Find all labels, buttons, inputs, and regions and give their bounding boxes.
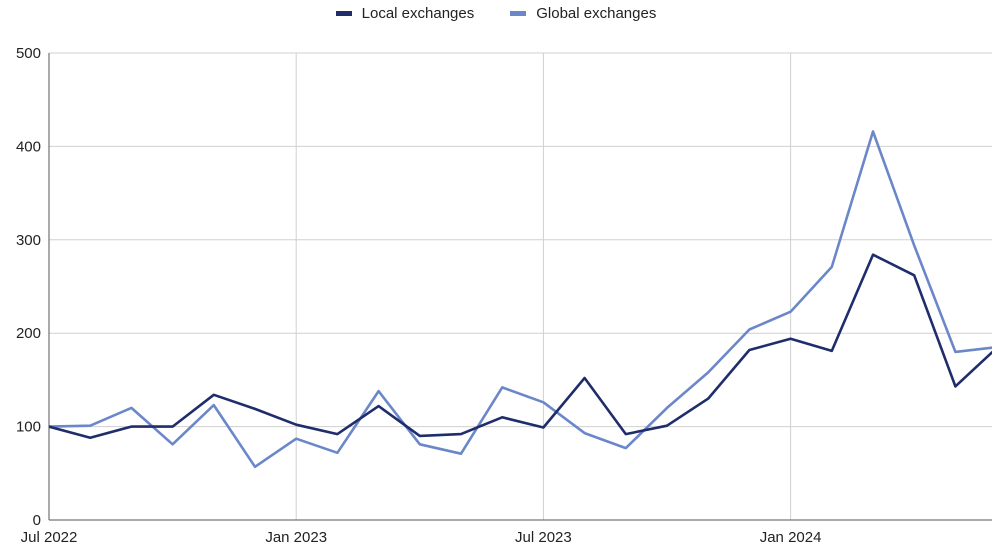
x-tick-label: Jan 2023 <box>265 529 327 546</box>
legend-swatch-global <box>510 11 527 16</box>
series-line-local-exchanges <box>49 253 992 440</box>
legend-item-local: Local exchanges <box>335 5 475 22</box>
legend-label-global: Global exchanges <box>536 5 657 22</box>
x-tick-label: Jan 2024 <box>760 529 822 546</box>
x-tick-label: Jul 2023 <box>515 529 572 546</box>
y-tick-label: 500 <box>16 45 41 62</box>
x-tick-label: Jul 2022 <box>21 529 78 546</box>
chart-legend: Local exchanges Global exchanges <box>0 5 992 22</box>
legend-item-global: Global exchanges <box>510 5 656 22</box>
legend-label-local: Local exchanges <box>361 5 475 22</box>
y-tick-label: 200 <box>16 325 41 342</box>
legend-swatch-local <box>335 11 352 16</box>
y-tick-label: 400 <box>16 138 41 155</box>
y-tick-label: 0 <box>33 512 41 529</box>
y-tick-label: 100 <box>16 419 41 436</box>
y-tick-label: 300 <box>16 232 41 249</box>
series-line-global-exchanges <box>49 130 992 469</box>
